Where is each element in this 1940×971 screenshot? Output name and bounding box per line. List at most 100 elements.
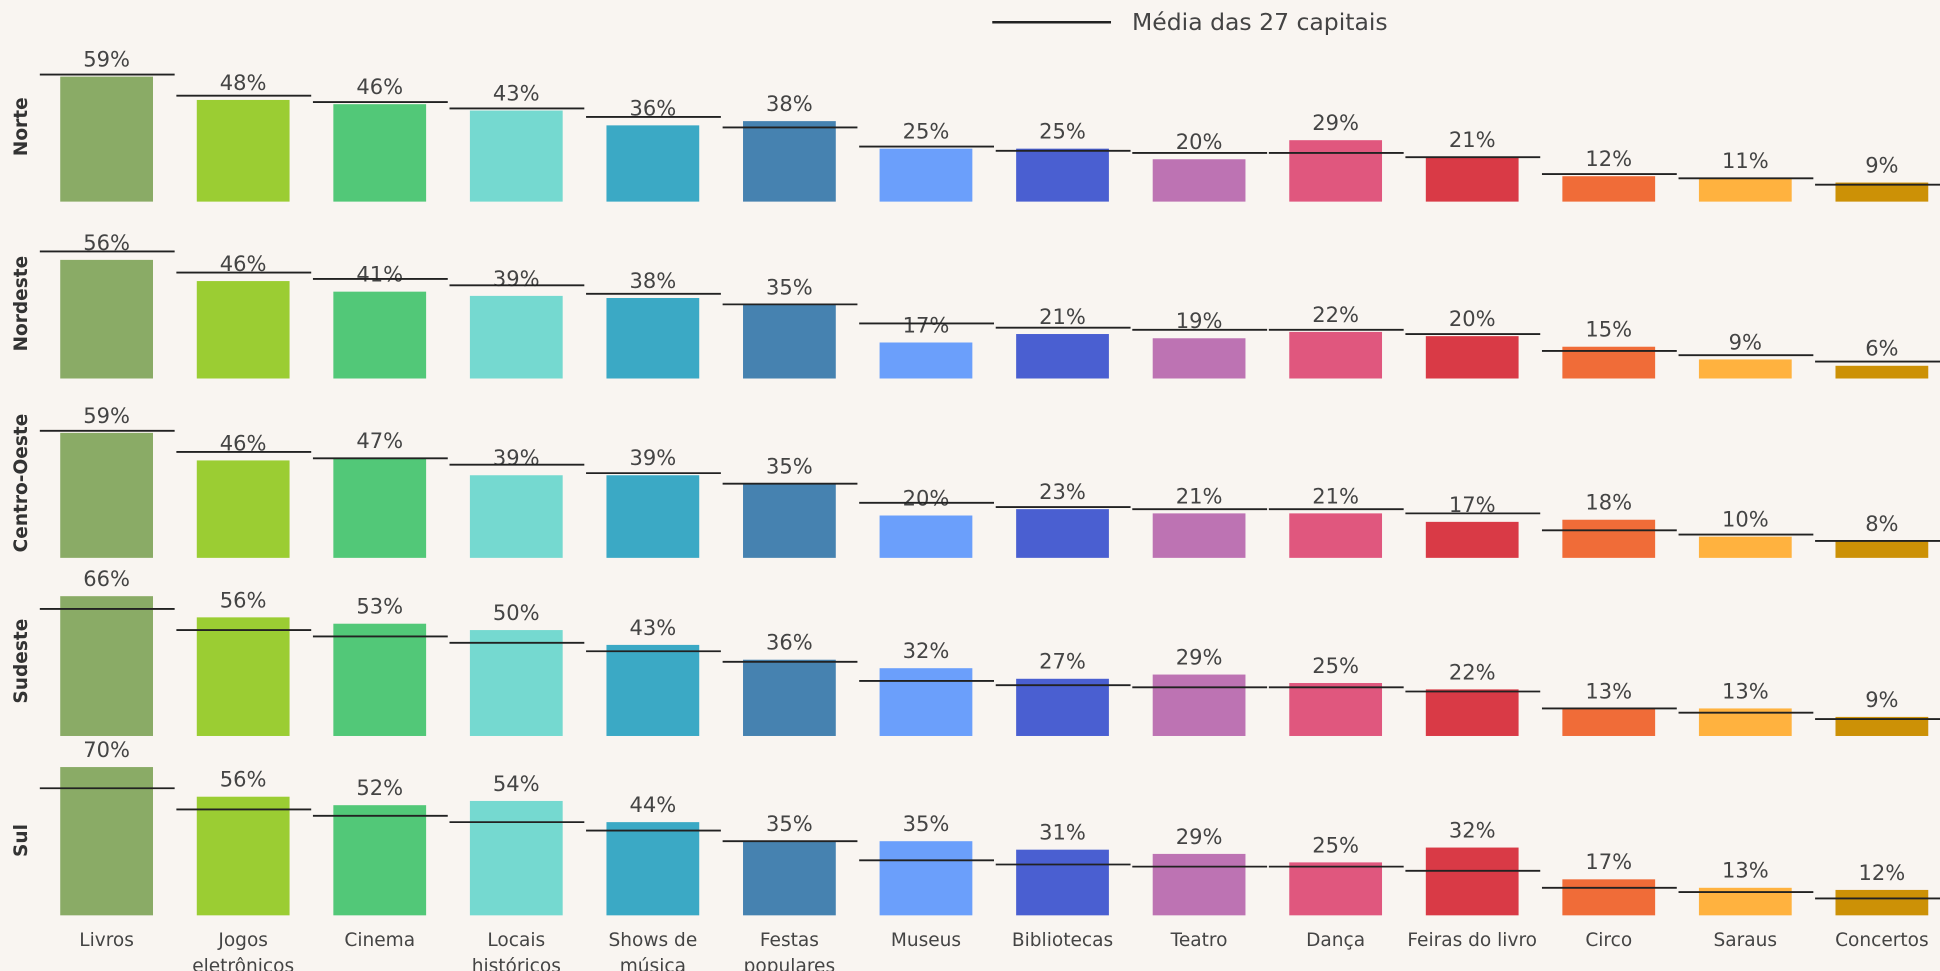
bar <box>1425 336 1519 379</box>
data-label: 29% <box>1176 824 1223 849</box>
x-tick-line: Teatro <box>1170 930 1228 951</box>
x-tick-line: Livros <box>79 930 134 951</box>
bar <box>743 659 836 736</box>
data-label: 25% <box>1312 653 1359 678</box>
x-tick-label: Festas populares <box>744 930 835 971</box>
bar <box>1562 708 1656 736</box>
data-label: 46% <box>356 74 403 99</box>
bar <box>879 515 973 558</box>
x-tick-label: Jogos eletrônicos <box>192 930 294 971</box>
bar <box>333 458 427 558</box>
region-label: Sul <box>11 824 32 857</box>
x-tick-label: Saraus <box>1714 930 1778 951</box>
bar <box>1562 346 1656 379</box>
bar <box>743 121 836 202</box>
data-label: 17% <box>903 312 950 337</box>
bar <box>1289 683 1383 736</box>
bar <box>1152 513 1246 558</box>
x-tick-label: Teatro <box>1170 930 1228 951</box>
data-label: 32% <box>903 638 950 663</box>
x-tick-line: Locais <box>487 930 545 951</box>
data-label: 56% <box>220 767 267 792</box>
data-label: 9% <box>1865 687 1898 712</box>
data-label: 59% <box>83 47 130 72</box>
data-label: 10% <box>1722 507 1769 532</box>
data-label: 52% <box>356 775 403 800</box>
data-label: 13% <box>1585 678 1632 703</box>
data-label: 9% <box>1729 329 1762 354</box>
x-tick-label: Cinema <box>344 930 415 951</box>
bar <box>1835 182 1929 202</box>
bar <box>1835 716 1929 736</box>
x-tick-line: Festas <box>760 930 819 951</box>
data-label: 54% <box>493 771 540 796</box>
data-label: 21% <box>1039 304 1086 329</box>
data-label: 39% <box>493 266 540 291</box>
data-label: 12% <box>1859 860 1906 885</box>
data-label: 29% <box>1176 644 1223 669</box>
x-tick-line: música <box>620 956 686 971</box>
data-label: 47% <box>356 428 403 453</box>
bar <box>1016 334 1109 379</box>
data-label: 21% <box>1176 483 1223 508</box>
data-label: 36% <box>766 630 813 655</box>
bar <box>743 841 836 916</box>
data-label: 20% <box>903 485 950 510</box>
data-label: 8% <box>1865 511 1898 536</box>
x-tick-label: Locais históricos <box>472 930 561 971</box>
data-label: 66% <box>83 566 130 591</box>
bar <box>469 630 563 736</box>
data-label: 23% <box>1039 479 1086 504</box>
bar <box>1562 176 1656 202</box>
bar <box>60 767 153 916</box>
x-tick-line: Saraus <box>1714 930 1778 951</box>
data-label: 44% <box>629 792 676 817</box>
bar <box>1152 159 1246 202</box>
bar <box>879 148 973 202</box>
x-tick-line: Circo <box>1585 930 1632 951</box>
x-tick-label: Feiras do livro <box>1407 930 1537 951</box>
x-tick-line: eletrônicos <box>192 956 294 971</box>
data-label: 13% <box>1722 858 1769 883</box>
x-tick-line: Concertos <box>1835 930 1929 951</box>
bar <box>879 342 973 379</box>
bar <box>879 668 973 736</box>
data-label: 31% <box>1039 820 1086 845</box>
bar <box>1698 359 1792 379</box>
x-tick-line: Jogos <box>217 930 268 951</box>
data-label: 22% <box>1312 302 1359 327</box>
data-label: 43% <box>629 615 676 640</box>
bar <box>1152 338 1246 379</box>
data-label: 39% <box>493 445 540 470</box>
bar <box>1698 536 1792 558</box>
bar <box>1016 148 1109 202</box>
bar <box>196 99 290 202</box>
data-label: 22% <box>1449 659 1496 684</box>
data-label: 53% <box>356 594 403 619</box>
data-label: 35% <box>766 811 813 836</box>
x-tick-line: históricos <box>472 956 561 971</box>
data-label: 20% <box>1449 306 1496 331</box>
x-tick-line: Museus <box>891 930 961 951</box>
data-label: 25% <box>1312 832 1359 857</box>
bar <box>1152 853 1246 916</box>
bar <box>333 104 427 202</box>
bar <box>60 76 153 202</box>
x-tick-line: Dança <box>1306 930 1365 951</box>
bar <box>196 460 290 558</box>
bar <box>469 110 563 202</box>
bar <box>1562 519 1656 558</box>
data-label: 29% <box>1312 110 1359 135</box>
bar <box>879 841 973 916</box>
data-label: 21% <box>1449 127 1496 152</box>
data-label: 17% <box>1585 849 1632 874</box>
data-label: 38% <box>766 91 813 116</box>
bar <box>1289 862 1383 916</box>
bar <box>1835 365 1929 379</box>
legend-label: Média das 27 capitais <box>1132 8 1388 36</box>
bar <box>469 295 563 379</box>
bar <box>606 298 700 379</box>
data-label: 9% <box>1865 152 1898 177</box>
data-label: 12% <box>1585 146 1632 171</box>
